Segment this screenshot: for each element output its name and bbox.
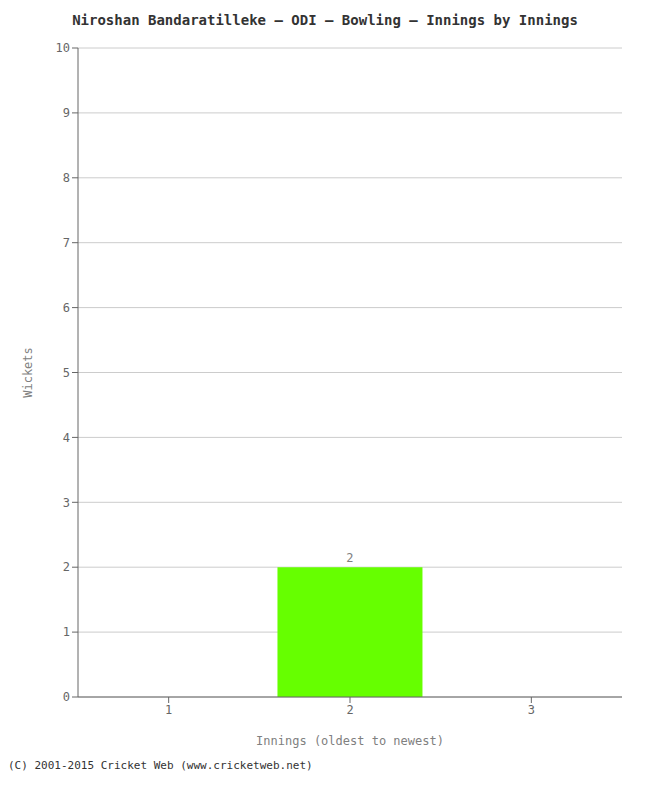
svg-text:Wickets: Wickets [21, 347, 35, 398]
svg-text:2: 2 [346, 551, 353, 565]
svg-text:Innings (oldest to newest): Innings (oldest to newest) [256, 734, 444, 748]
svg-text:10: 10 [56, 41, 70, 55]
svg-text:1: 1 [165, 703, 172, 717]
html-text:(C) 2001-2015 Cricket Web (www: (C) 2001-2015 Cricket Web (www.cricketwe… [8, 759, 313, 772]
svg-text:4: 4 [63, 431, 70, 445]
svg-text:8: 8 [63, 171, 70, 185]
svg-text:5: 5 [63, 366, 70, 380]
svg-text:9: 9 [63, 106, 70, 120]
svg-text:6: 6 [63, 301, 70, 315]
svg-text:0: 0 [63, 690, 70, 704]
html-text:Niroshan Bandaratilleke – ODI: Niroshan Bandaratilleke – ODI – Bowling … [72, 12, 578, 28]
svg-text:2: 2 [63, 560, 70, 574]
svg-text:3: 3 [528, 703, 535, 717]
svg-text:7: 7 [63, 236, 70, 250]
svg-text:3: 3 [63, 496, 70, 510]
svg-text:1: 1 [63, 625, 70, 639]
svg-text:2: 2 [346, 703, 353, 717]
